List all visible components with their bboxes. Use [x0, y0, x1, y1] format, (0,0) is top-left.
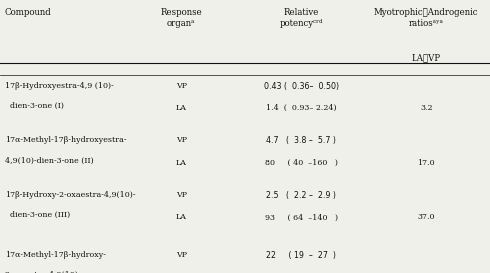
Text: dien-3-one (III): dien-3-one (III) [5, 211, 70, 219]
Text: dien-3-one (I): dien-3-one (I) [5, 102, 64, 110]
Text: 4,9(10)-dien-3-one (II): 4,9(10)-dien-3-one (II) [5, 157, 94, 165]
Text: 17α-Methyl-17β-hydroxyestra-: 17α-Methyl-17β-hydroxyestra- [5, 136, 126, 144]
Text: 4.7   (  3.8 –  5.7 ): 4.7 ( 3.8 – 5.7 ) [267, 136, 336, 146]
Text: Response
organᵃ: Response organᵃ [160, 8, 202, 28]
Text: 2.5   (  2.2 –  2.9 ): 2.5 ( 2.2 – 2.9 ) [267, 191, 336, 200]
Text: 3.2: 3.2 [420, 104, 433, 112]
Text: 17.0: 17.0 [417, 159, 435, 167]
Text: 0.43 (  0.36–  0.50): 0.43 ( 0.36– 0.50) [264, 82, 339, 91]
Text: LA: LA [176, 213, 187, 221]
Text: Myotrophic∶Androgenic
ratiosᵃʸᵃ: Myotrophic∶Androgenic ratiosᵃʸᵃ [374, 8, 479, 28]
Text: VP: VP [176, 191, 187, 199]
Text: 1.4  (  0.93– 2.24): 1.4 ( 0.93– 2.24) [266, 104, 337, 112]
Text: Compound: Compound [5, 8, 51, 17]
Text: LA: LA [176, 159, 187, 167]
Text: 37.0: 37.0 [417, 213, 435, 221]
Text: VP: VP [176, 82, 187, 90]
Text: 80     ( 40  –160   ): 80 ( 40 –160 ) [265, 159, 338, 167]
Text: VP: VP [176, 136, 187, 144]
Text: 17β-Hydroxyestra-4,9 (10)-: 17β-Hydroxyestra-4,9 (10)- [5, 82, 114, 90]
Text: 17α-Methyl-17β-hydroxy-: 17α-Methyl-17β-hydroxy- [5, 251, 106, 259]
Text: 22     ( 19  –  27  ): 22 ( 19 – 27 ) [267, 251, 336, 260]
Text: 93     ( 64  –140   ): 93 ( 64 –140 ) [265, 213, 338, 221]
Text: VP: VP [176, 251, 187, 259]
Text: LA∶VP: LA∶VP [412, 53, 441, 62]
Text: 17β-Hydroxy-2-oxaestra-4,9(10)-: 17β-Hydroxy-2-oxaestra-4,9(10)- [5, 191, 135, 199]
Text: 2-oxaestra-4,9(10)-: 2-oxaestra-4,9(10)- [5, 271, 81, 273]
Text: Relative
potencyᶜʳᵈ: Relative potencyᶜʳᵈ [279, 8, 323, 28]
Text: LA: LA [176, 104, 187, 112]
